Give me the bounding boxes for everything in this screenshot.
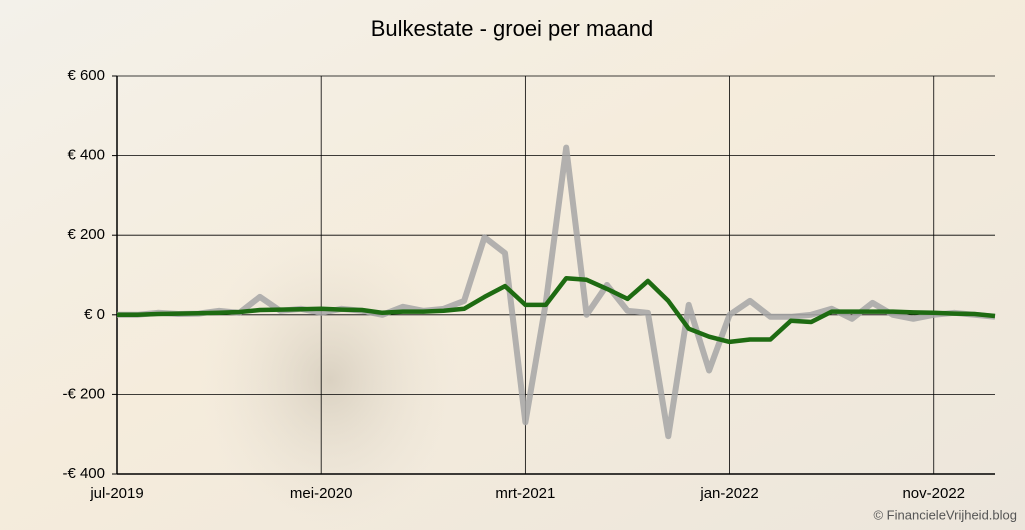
chart-title: Bulkestate - groei per maand (371, 16, 654, 41)
y-tick-label: -€ 400 (62, 465, 105, 482)
y-tick-label: -€ 200 (62, 385, 105, 402)
line-series (117, 275, 996, 345)
x-tick-label: mei-2020 (290, 485, 353, 502)
x-tick-label: jan-2022 (699, 485, 758, 502)
x-tick-label: nov-2022 (902, 485, 965, 502)
y-tick-label: € 200 (67, 226, 105, 243)
background-jar (200, 230, 460, 530)
source: © FinancieleVrijheid.blog (873, 507, 1017, 522)
y-tick-label: € 600 (67, 67, 105, 84)
x-tick-label: mrt-2021 (495, 485, 555, 502)
y-tick-label: € 0 (84, 306, 105, 323)
line-series (117, 144, 996, 440)
y-tick-label: € 400 (67, 147, 105, 164)
x-tick-label: jul-2019 (89, 485, 143, 502)
